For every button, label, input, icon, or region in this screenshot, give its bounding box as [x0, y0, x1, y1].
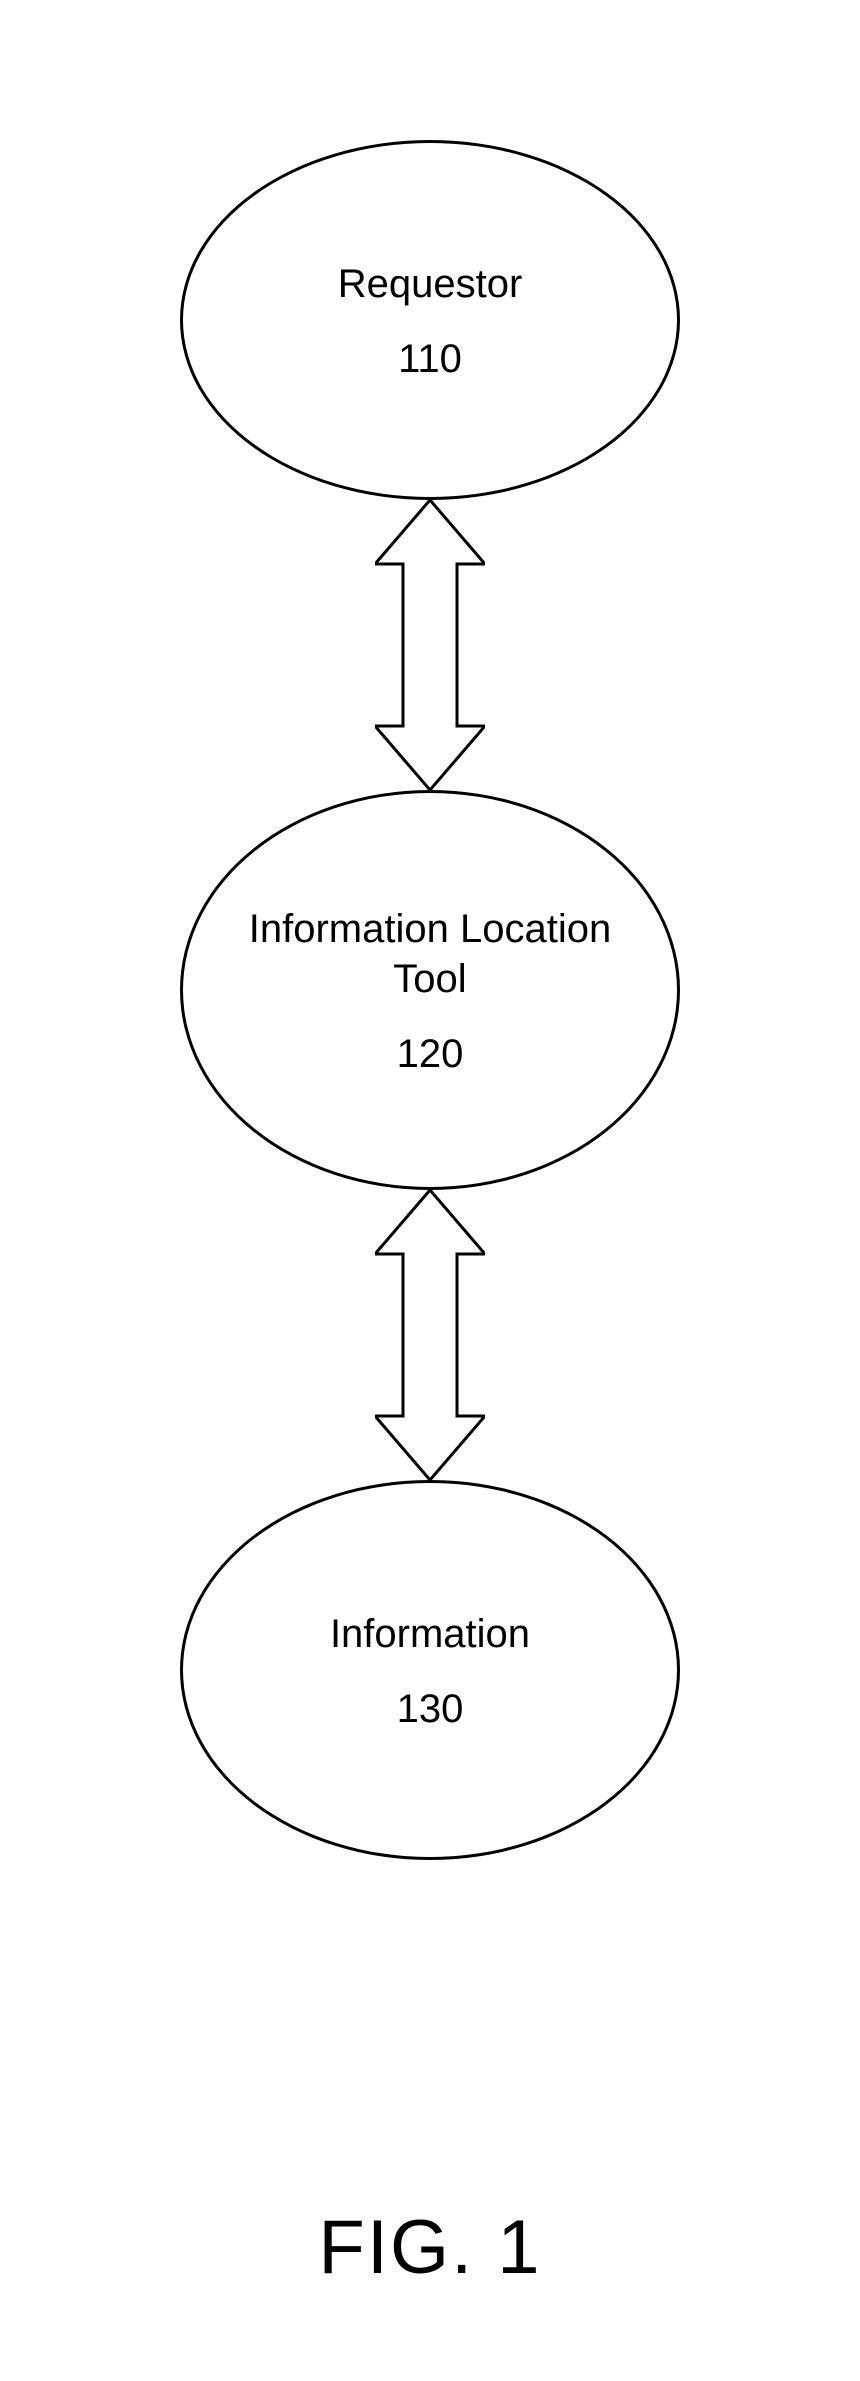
- node-requestor: Requestor 110: [180, 140, 680, 500]
- node-number: 110: [398, 337, 462, 382]
- figure-caption: FIG. 1: [318, 2204, 541, 2291]
- node-number: 120: [397, 1032, 464, 1077]
- double-arrow-icon: [375, 500, 485, 790]
- flowchart-diagram: Requestor 110 Information Location Tool …: [180, 140, 680, 1860]
- arrow-1: [375, 500, 485, 790]
- node-info: Information 130: [180, 1480, 680, 1860]
- node-label: Requestor: [338, 259, 523, 309]
- node-number: 130: [397, 1687, 464, 1732]
- double-arrow-icon: [375, 1190, 485, 1480]
- node-label: Information: [330, 1609, 530, 1659]
- node-tool: Information Location Tool 120: [180, 790, 680, 1190]
- arrow-2: [375, 1190, 485, 1480]
- node-label: Information Location Tool: [249, 904, 611, 1004]
